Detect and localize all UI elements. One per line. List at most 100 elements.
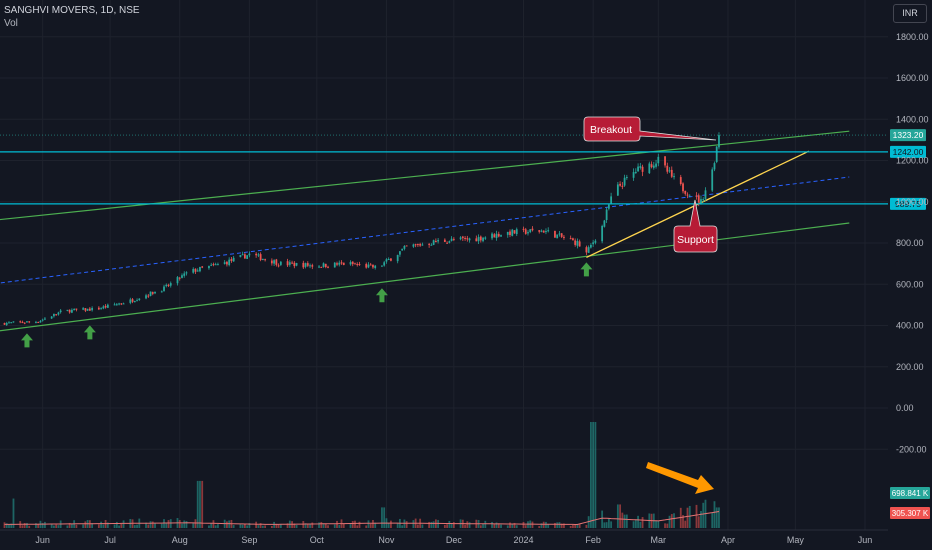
volume-bar [522, 521, 525, 528]
volume-bar [605, 522, 608, 528]
level-label-bg [890, 145, 926, 158]
candle-body [59, 310, 62, 313]
candle-body [320, 266, 323, 268]
candle-body [131, 299, 134, 302]
volume-bar [201, 480, 204, 528]
volume-bar [338, 525, 341, 528]
volume-bar [320, 521, 323, 528]
volume-bar [527, 521, 529, 528]
volume-bar [540, 523, 543, 528]
volume-bar [226, 521, 228, 528]
candle-body [28, 321, 31, 323]
volume-bar [702, 502, 705, 528]
candle-body [684, 190, 687, 194]
price-tick-label: 400.00 [896, 321, 924, 331]
candle-body [461, 236, 464, 239]
volume-bar [239, 524, 242, 528]
volume-legend: Vol [4, 18, 18, 29]
candle-body [165, 284, 168, 287]
candle-body [500, 235, 502, 237]
candle-body [243, 254, 246, 259]
candle-body [634, 171, 637, 174]
channel-lines [0, 130, 850, 332]
volume-bar [603, 522, 606, 528]
candle-body [495, 233, 498, 239]
price-tick-label: 800.00 [896, 238, 924, 248]
volume-bar [354, 520, 356, 528]
candle-body [414, 244, 417, 246]
candle-body [160, 291, 163, 293]
volume-bar [37, 523, 40, 528]
candle-body [412, 244, 415, 247]
volume-bar [273, 521, 276, 528]
axes: -200.00 0.00 200.00 400.00 600.00 800.00 1000.… [0, 32, 929, 545]
candle-body [545, 231, 547, 233]
candle-body [603, 220, 606, 227]
candle-body [416, 244, 419, 246]
candle-body [309, 265, 311, 267]
candle-body [239, 255, 242, 258]
candle-body [342, 262, 345, 266]
volume-bar [311, 522, 314, 528]
volume-bar [374, 522, 377, 528]
candle-body [201, 266, 204, 268]
volume-bar [309, 524, 311, 528]
volume-bar [68, 522, 71, 528]
candle-body [679, 177, 682, 185]
candle-body [639, 166, 642, 168]
candle-body [232, 257, 235, 262]
candle-body [311, 265, 314, 267]
candle-body [650, 164, 653, 168]
volume-bar [711, 512, 714, 528]
volume-bar [151, 521, 154, 528]
candle-body [607, 204, 610, 209]
volume-bar [167, 520, 170, 528]
volume-bar [333, 524, 336, 528]
candle-body [511, 229, 514, 236]
candle-body [405, 245, 408, 247]
volume-bar [26, 522, 28, 528]
candle-body [333, 262, 336, 268]
candle-body [351, 261, 354, 265]
price-tick-label: -200.00 [896, 444, 927, 454]
volume-bar [97, 524, 100, 528]
candle-body [432, 240, 435, 245]
candle-body [223, 262, 226, 264]
candle-body [41, 319, 44, 321]
volume-bar [634, 519, 637, 528]
last-price-label: 1323.20 [893, 130, 924, 140]
candle-body [558, 233, 561, 235]
candle-body [8, 322, 10, 324]
candle-body [369, 264, 372, 266]
candle-body [138, 298, 141, 301]
candle-body [102, 306, 105, 309]
price-tick-label: 1400.00 [896, 114, 929, 124]
up-arrow-icon [580, 262, 593, 277]
candle-body [390, 258, 392, 261]
volume-bar [113, 524, 116, 528]
volume-bar [149, 521, 152, 528]
volume-bar [243, 524, 246, 528]
candle-body [261, 258, 264, 261]
candle-body [306, 263, 309, 266]
volume-bar [369, 523, 372, 528]
currency-button[interactable]: INR [893, 4, 927, 23]
volume-bar [102, 524, 105, 528]
volume-bar [538, 526, 541, 528]
volume-bar [405, 521, 408, 528]
callouts: Breakout Support [583, 116, 718, 253]
time-tick-label: Nov [378, 535, 395, 545]
volume-bar [448, 520, 451, 528]
chart-legend: SANGHVI MOVERS, 1D, NSE Vol [4, 4, 140, 30]
channel-line-upper [0, 130, 850, 221]
candle-body [273, 260, 276, 264]
candle-body [68, 309, 71, 313]
volume-bar [210, 523, 213, 528]
volume-bar [241, 524, 244, 528]
volume-bar [53, 525, 55, 528]
volume-bar [466, 521, 469, 528]
up-arrow-icon [375, 288, 388, 303]
candle-body [625, 176, 628, 178]
volume-bar [572, 525, 574, 528]
